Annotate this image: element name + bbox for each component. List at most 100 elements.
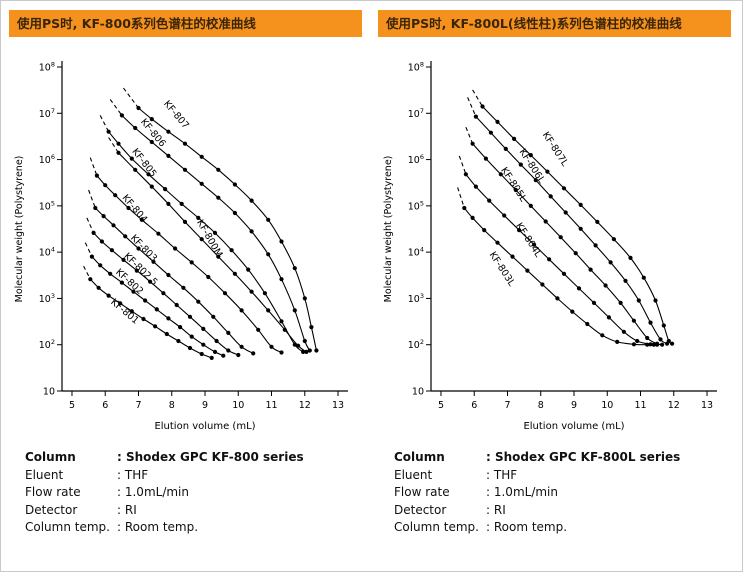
data-point bbox=[578, 202, 583, 207]
data-point bbox=[509, 254, 515, 259]
data-point bbox=[232, 271, 237, 276]
data-point bbox=[109, 248, 114, 253]
data-point bbox=[647, 320, 653, 325]
data-point bbox=[249, 198, 254, 203]
data-point bbox=[569, 309, 574, 314]
info-value: : 1.0mL/min bbox=[117, 485, 189, 499]
exclusion-limit-dash bbox=[85, 217, 94, 234]
panel-kf800: 使用PS时, KF-800系列色谱柱的校准曲线 5 6 7 8 9 10 11 12 13 108… bbox=[9, 10, 362, 537]
exclusion-limit-dash bbox=[464, 126, 473, 144]
info-label: Eluent bbox=[25, 467, 64, 482]
data-point bbox=[292, 266, 297, 271]
data-point bbox=[122, 234, 127, 239]
data-point bbox=[278, 277, 284, 282]
data-point bbox=[99, 239, 104, 244]
series-label: KF-804L bbox=[513, 221, 544, 260]
data-point bbox=[119, 280, 124, 285]
data-point bbox=[591, 300, 596, 305]
data-point bbox=[199, 237, 204, 242]
data-point bbox=[531, 242, 536, 247]
data-point bbox=[644, 342, 649, 347]
panel-header-kf800l: 使用PS时, KF-800L(线性柱)系列色谱柱的校准曲线 bbox=[378, 10, 731, 37]
data-point bbox=[265, 252, 270, 257]
data-point bbox=[172, 246, 177, 251]
info-label: Flow rate bbox=[25, 485, 81, 499]
axes: 5 6 7 8 9 10 11 12 13 108 107 106 105 104 103 102 10 bbox=[38, 61, 348, 411]
data-point bbox=[222, 291, 227, 296]
data-point bbox=[611, 237, 616, 242]
data-point bbox=[149, 117, 154, 122]
x-tick-label: 9 bbox=[570, 400, 576, 411]
data-point bbox=[652, 298, 658, 303]
data-point bbox=[614, 339, 619, 344]
y-tick-label: 104 bbox=[38, 246, 54, 259]
data-point bbox=[87, 277, 92, 282]
exclusion-limit-dash bbox=[87, 189, 96, 209]
info-value: : Room temp. bbox=[486, 520, 568, 534]
y-tick-label: 103 bbox=[407, 292, 423, 305]
panel-header-kf800: 使用PS时, KF-800系列色谱柱的校准曲线 bbox=[9, 10, 362, 37]
series-label: KF-807 bbox=[161, 99, 191, 132]
data-point bbox=[155, 231, 160, 236]
data-point bbox=[481, 228, 486, 233]
data-point bbox=[195, 299, 200, 304]
data-point bbox=[641, 275, 646, 280]
data-point bbox=[165, 316, 170, 321]
data-point bbox=[165, 129, 170, 134]
data-point bbox=[119, 113, 124, 118]
y-tick-label: 10 bbox=[411, 387, 423, 398]
series-line bbox=[137, 107, 317, 351]
data-point bbox=[239, 344, 244, 349]
data-point bbox=[102, 183, 107, 188]
data-point bbox=[631, 342, 636, 347]
y-tick-label: 107 bbox=[407, 107, 423, 120]
data-point bbox=[162, 187, 167, 192]
data-point bbox=[524, 268, 529, 273]
info-row: Flow rate : 1.0mL/min bbox=[25, 484, 362, 502]
data-point bbox=[132, 167, 137, 172]
data-point bbox=[618, 300, 623, 305]
data-point bbox=[307, 348, 312, 353]
exclusion-limit-dash bbox=[82, 265, 91, 280]
data-point bbox=[134, 268, 139, 273]
y-tick-label: 104 bbox=[407, 246, 423, 259]
data-point bbox=[179, 201, 184, 206]
data-point bbox=[543, 219, 548, 224]
data-point bbox=[199, 154, 204, 159]
data-point bbox=[265, 308, 270, 313]
data-point bbox=[268, 344, 274, 349]
data-point bbox=[644, 335, 649, 341]
data-point bbox=[220, 353, 225, 358]
data-point bbox=[115, 141, 121, 146]
y-tick-label: 105 bbox=[407, 199, 423, 212]
info-row: Column temp. : Room temp. bbox=[25, 519, 362, 537]
data-point bbox=[129, 309, 134, 314]
data-point bbox=[147, 279, 152, 284]
data-point bbox=[215, 167, 220, 172]
data-point bbox=[89, 254, 94, 259]
info-value: : Shodex GPC KF-800L series bbox=[486, 450, 681, 464]
x-tick-label: 13 bbox=[331, 400, 343, 411]
data-point bbox=[533, 178, 538, 183]
data-point bbox=[513, 187, 518, 193]
data-point bbox=[94, 173, 99, 178]
data-point bbox=[599, 333, 604, 338]
data-point bbox=[463, 172, 468, 177]
data-point bbox=[187, 345, 192, 351]
panels-container: 使用PS时, KF-800系列色谱柱的校准曲线 5 6 7 8 9 10 11 12 13 108… bbox=[1, 1, 742, 537]
data-point bbox=[97, 263, 102, 268]
data-point bbox=[622, 278, 628, 283]
data-point bbox=[627, 255, 633, 260]
data-point bbox=[165, 201, 170, 206]
data-point bbox=[135, 105, 141, 111]
data-point bbox=[265, 217, 270, 222]
data-point bbox=[239, 308, 244, 313]
data-point bbox=[558, 235, 563, 240]
data-point bbox=[174, 302, 179, 308]
info-row: Flow rate : 1.0mL/min bbox=[394, 484, 731, 502]
data-point bbox=[631, 318, 636, 323]
data-point bbox=[669, 341, 674, 346]
info-value: : Shodex GPC KF-800 series bbox=[117, 450, 304, 464]
series-KF-807L: KF-807L bbox=[471, 89, 674, 346]
data-point bbox=[539, 282, 544, 287]
